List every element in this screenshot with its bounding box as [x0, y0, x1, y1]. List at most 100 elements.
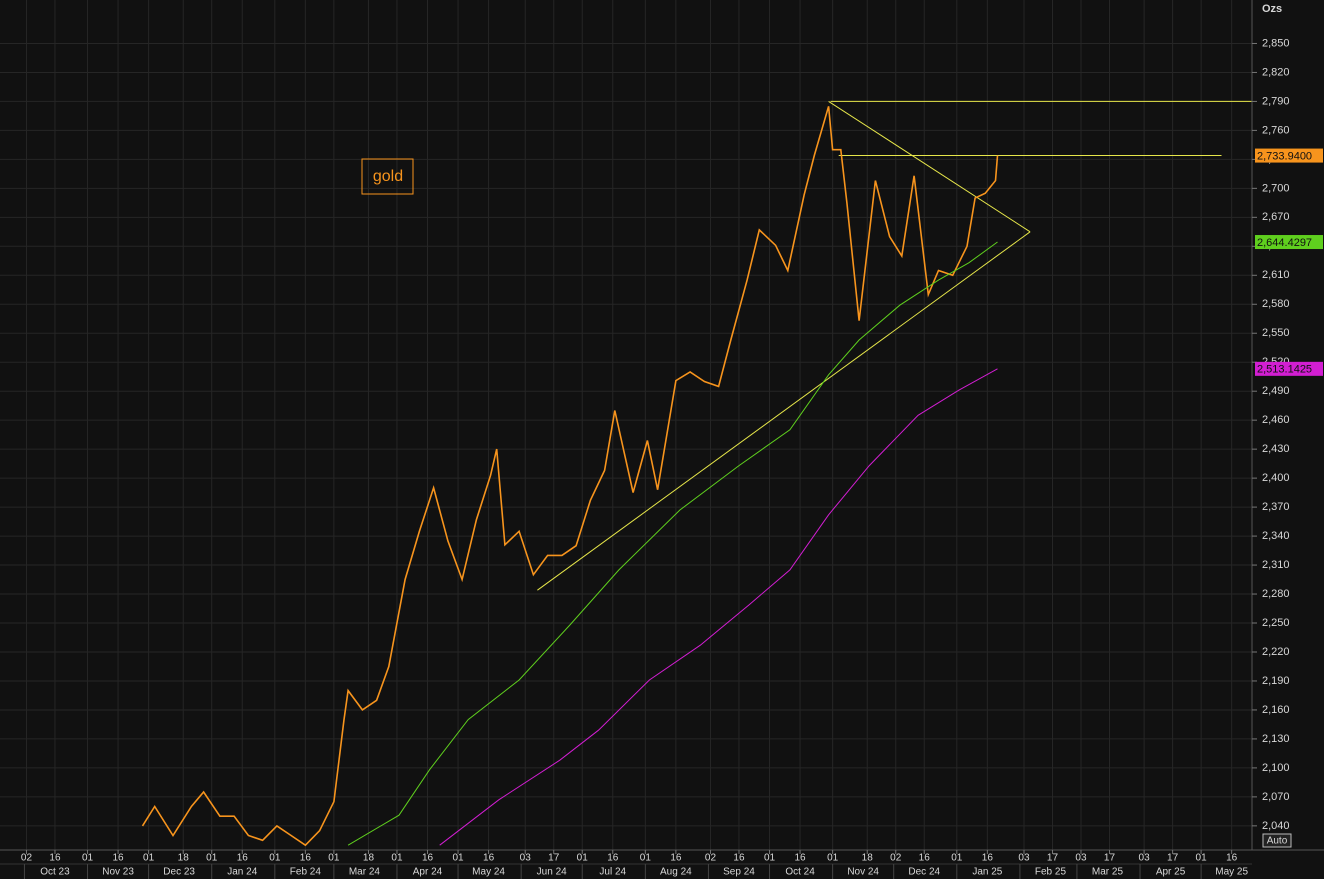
month-label: Mar 25 — [1092, 867, 1124, 878]
x-tick-label: 17 — [548, 853, 560, 864]
last-value-label: 2,513.1425 — [1257, 364, 1312, 376]
y-tick-label: 2,850 — [1262, 37, 1290, 49]
month-label: Apr 25 — [1156, 867, 1186, 878]
x-tick-label: 02 — [705, 853, 717, 864]
x-tick-label: 03 — [520, 853, 532, 864]
x-tick-label: 02 — [890, 853, 902, 864]
y-tick-label: 2,340 — [1262, 530, 1290, 542]
x-tick-label: 18 — [363, 853, 375, 864]
price-line — [141, 106, 999, 847]
y-tick-label: 2,070 — [1262, 791, 1290, 803]
x-tick-label: 16 — [733, 853, 745, 864]
y-axis-title: Ozs — [1262, 3, 1282, 15]
y-tick-label: 2,760 — [1262, 124, 1290, 136]
y-tick-label: 2,160 — [1262, 704, 1290, 716]
x-tick-label: 16 — [1226, 853, 1238, 864]
x-tick-label: 16 — [300, 853, 312, 864]
moving-average — [347, 241, 998, 846]
x-tick-label: 16 — [483, 853, 495, 864]
x-tick-label: 18 — [862, 853, 874, 864]
x-tick-label: 03 — [1018, 853, 1030, 864]
month-label: Oct 23 — [40, 867, 70, 878]
y-axis: 2,040 2,070 2,100 2,130 2,160 2,190 2,220 2,250… — [1252, 37, 1323, 832]
auto-button-label[interactable]: Auto — [1267, 836, 1288, 847]
x-tick-label: 01 — [143, 853, 155, 864]
x-tick-label: 01 — [82, 853, 94, 864]
annotation: gold — [373, 168, 403, 185]
x-tick-label: 16 — [670, 853, 682, 864]
x-tick-label: 16 — [982, 853, 994, 864]
y-tick-label: 2,250 — [1262, 617, 1290, 629]
last-value-box — [1255, 148, 1323, 163]
month-label: Dec 23 — [163, 867, 195, 878]
last-value-box — [1255, 235, 1323, 250]
y-tick-label: 2,460 — [1262, 414, 1290, 426]
x-tick-label: 01 — [577, 853, 589, 864]
y-tick-label: 2,220 — [1262, 646, 1290, 658]
x-tick-label: 03 — [1075, 853, 1087, 864]
month-label: Feb 24 — [290, 867, 322, 878]
month-label: Feb 25 — [1035, 867, 1067, 878]
month-label: Dec 24 — [908, 867, 940, 878]
plot — [141, 100, 1252, 847]
x-tick-label: 01 — [391, 853, 403, 864]
y-tick-label: 2,040 — [1262, 820, 1290, 832]
annotation-box — [361, 158, 414, 195]
month-label: Jan 25 — [972, 867, 1002, 878]
y-tick-label: 2,490 — [1262, 385, 1290, 397]
month-label: Jan 24 — [227, 867, 257, 878]
month-label: Aug 24 — [660, 867, 692, 878]
x-tick-label: 18 — [178, 853, 190, 864]
y-tick-label: 2,550 — [1262, 327, 1290, 339]
x-tick-label: 17 — [1104, 853, 1116, 864]
grid — [0, 0, 1252, 850]
x-tick-label: 17 — [1167, 853, 1179, 864]
auto-button[interactable] — [1262, 833, 1292, 848]
y-tick-label: 2,820 — [1262, 66, 1290, 78]
last-value-box — [1255, 361, 1323, 376]
month-label: Jul 24 — [599, 867, 626, 878]
y-tick-label: 2,100 — [1262, 762, 1290, 774]
y-tick-label: 2,430 — [1262, 443, 1290, 455]
month-label: Jun 24 — [537, 867, 567, 878]
x-tick-label: 01 — [452, 853, 464, 864]
month-label: Nov 24 — [847, 867, 879, 878]
y-tick-label: 2,580 — [1262, 298, 1290, 310]
x-tick-label: 16 — [237, 853, 249, 864]
y-tick-label: 2,280 — [1262, 588, 1290, 600]
month-label: Nov 23 — [102, 867, 134, 878]
y-tick-label: 2,700 — [1262, 182, 1290, 194]
x-tick-label: 01 — [1196, 853, 1208, 864]
y-tick-label: 2,370 — [1262, 501, 1290, 513]
x-tick-label: 16 — [794, 853, 806, 864]
x-tick-label: 01 — [206, 853, 218, 864]
month-label: May 24 — [472, 867, 505, 878]
x-tick-label: 16 — [422, 853, 434, 864]
x-tick-label: 02 — [21, 853, 33, 864]
x-tick-label: 01 — [951, 853, 963, 864]
x-axis: 02 16 01 16 01 18 01 16 01 16 01 18 01 16 01 16 03 17 01 16… — [21, 850, 1248, 879]
y-tick-label: 2,190 — [1262, 675, 1290, 687]
y-tick-label: 2,610 — [1262, 269, 1290, 281]
month-label: Sep 24 — [723, 867, 755, 878]
x-tick-label: 01 — [328, 853, 340, 864]
y-tick-label: 2,130 — [1262, 733, 1290, 745]
trend-line — [537, 231, 1031, 591]
moving-average — [439, 368, 998, 846]
month-label: Apr 24 — [413, 867, 443, 878]
x-tick-label: 16 — [607, 853, 619, 864]
month-label: Oct 24 — [785, 867, 815, 878]
y-tick-label: 2,790 — [1262, 95, 1290, 107]
x-tick-label: 01 — [640, 853, 652, 864]
x-tick-label: 01 — [269, 853, 281, 864]
month-label: Mar 24 — [349, 867, 381, 878]
x-tick-label: 16 — [49, 853, 61, 864]
x-tick-label: 16 — [113, 853, 125, 864]
x-tick-label: 01 — [764, 853, 776, 864]
month-label: May 25 — [1215, 867, 1248, 878]
y-axis-panel — [1252, 0, 1324, 850]
last-value-label: 2,733.9400 — [1257, 150, 1312, 162]
